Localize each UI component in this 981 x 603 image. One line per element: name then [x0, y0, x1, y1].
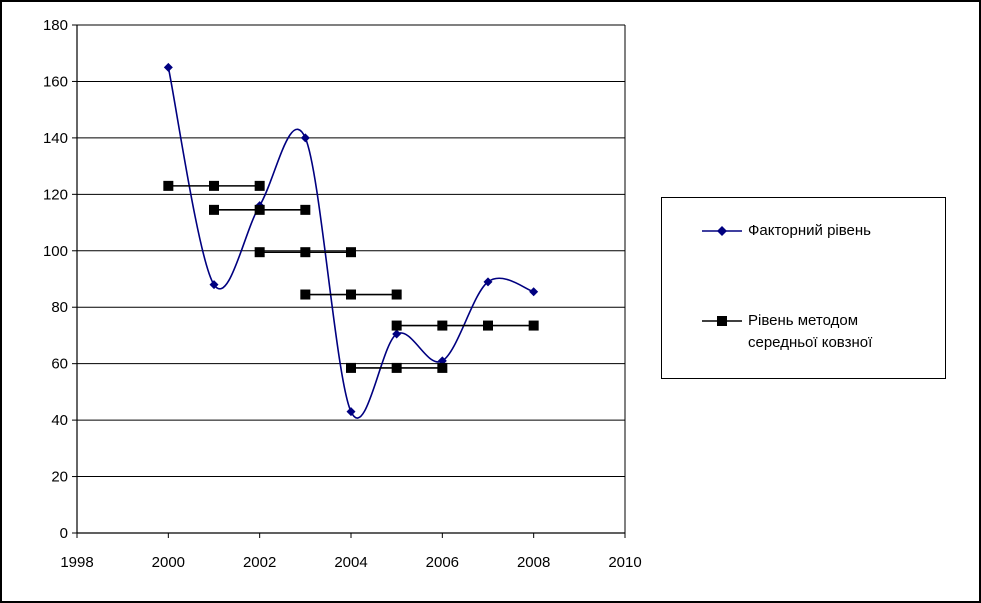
x-tick-label-2006: 2006	[426, 554, 459, 571]
series-moving-average-point-3-2002	[254, 247, 265, 258]
series-moving-average-point-6-2006	[437, 320, 448, 331]
series-moving-average-point-1-2002	[254, 180, 265, 191]
y-tick-label-160: 160	[43, 73, 68, 90]
series-moving-average-point-4-2004	[346, 289, 356, 300]
series-moving-average-point-1-2001	[209, 180, 219, 191]
series-moving-average-point-3-2003	[300, 247, 311, 258]
legend-label-moving-average: Рівень методом середньої ковзної	[748, 310, 872, 354]
series-moving-average-point-6-2008	[528, 320, 539, 331]
axes	[72, 24, 626, 538]
y-tick-label-80: 80	[51, 299, 68, 316]
legend-item-moving-average: Рівень методом середньої ковзної	[700, 310, 872, 354]
x-tick-label-2002: 2002	[243, 554, 276, 571]
series-factor-point-2001	[209, 280, 219, 290]
series-moving-average-point-6-2007	[483, 320, 493, 331]
legend-label-line1: Рівень методом	[748, 312, 859, 329]
series-markers	[163, 62, 539, 417]
series-moving-average-point-5-2004	[346, 362, 356, 373]
y-tick-label-60: 60	[51, 356, 68, 373]
x-tick-label-2004: 2004	[334, 554, 367, 571]
legend-swatch-diamond	[702, 226, 742, 236]
series-factor-point-2000	[163, 62, 173, 72]
y-tick-label-20: 20	[51, 469, 68, 486]
series-factor-point-2007	[483, 277, 493, 287]
grid-lines	[77, 24, 626, 533]
series-moving-average-point-5-2005	[391, 362, 402, 373]
legend-swatch-square	[702, 316, 742, 326]
x-tick-label-2010: 2010	[608, 554, 641, 571]
x-tick-label-2000: 2000	[152, 554, 185, 571]
series-factor-point-2003	[300, 133, 310, 143]
series-factor-line	[167, 67, 534, 419]
y-tick-label-100: 100	[43, 243, 68, 260]
series-moving-average-point-2-2002	[254, 204, 265, 215]
series-moving-average-point-4-2003	[300, 289, 311, 300]
tick-labels: 0 20 40 60 80 100 120 140 160 180 1998 2000 2002 2004…	[43, 17, 642, 571]
series-factor-point-2005	[392, 329, 402, 339]
series-moving-average-point-2-2003	[300, 204, 311, 215]
series-moving-average-point-1-2000	[163, 180, 174, 191]
series-moving-average-point-3-2004	[346, 247, 356, 258]
y-tick-label-0: 0	[60, 525, 68, 542]
y-tick-label-140: 140	[43, 130, 68, 147]
y-tick-label-120: 120	[43, 186, 68, 203]
y-tick-label-180: 180	[43, 17, 68, 34]
series-factor-point-2008	[529, 287, 539, 297]
legend-label-line2: середньої ковзної	[748, 334, 873, 351]
series-moving-average-point-5-2006	[437, 362, 448, 373]
legend-item-factor: Факторний рівень	[700, 220, 871, 242]
y-tick-label-40: 40	[51, 412, 68, 429]
x-tick-label-2008: 2008	[517, 554, 550, 571]
series-moving-average-point-4-2005	[391, 289, 402, 300]
series-moving-average-point-6-2005	[391, 320, 402, 331]
legend: Факторний рівень Рівень методом середньо…	[661, 197, 946, 379]
series-moving-average-point-2-2001	[209, 204, 219, 215]
x-tick-label-1998: 1998	[60, 554, 93, 571]
legend-label-factor: Факторний рівень	[748, 222, 871, 239]
series-factor-point-2004	[346, 407, 356, 417]
